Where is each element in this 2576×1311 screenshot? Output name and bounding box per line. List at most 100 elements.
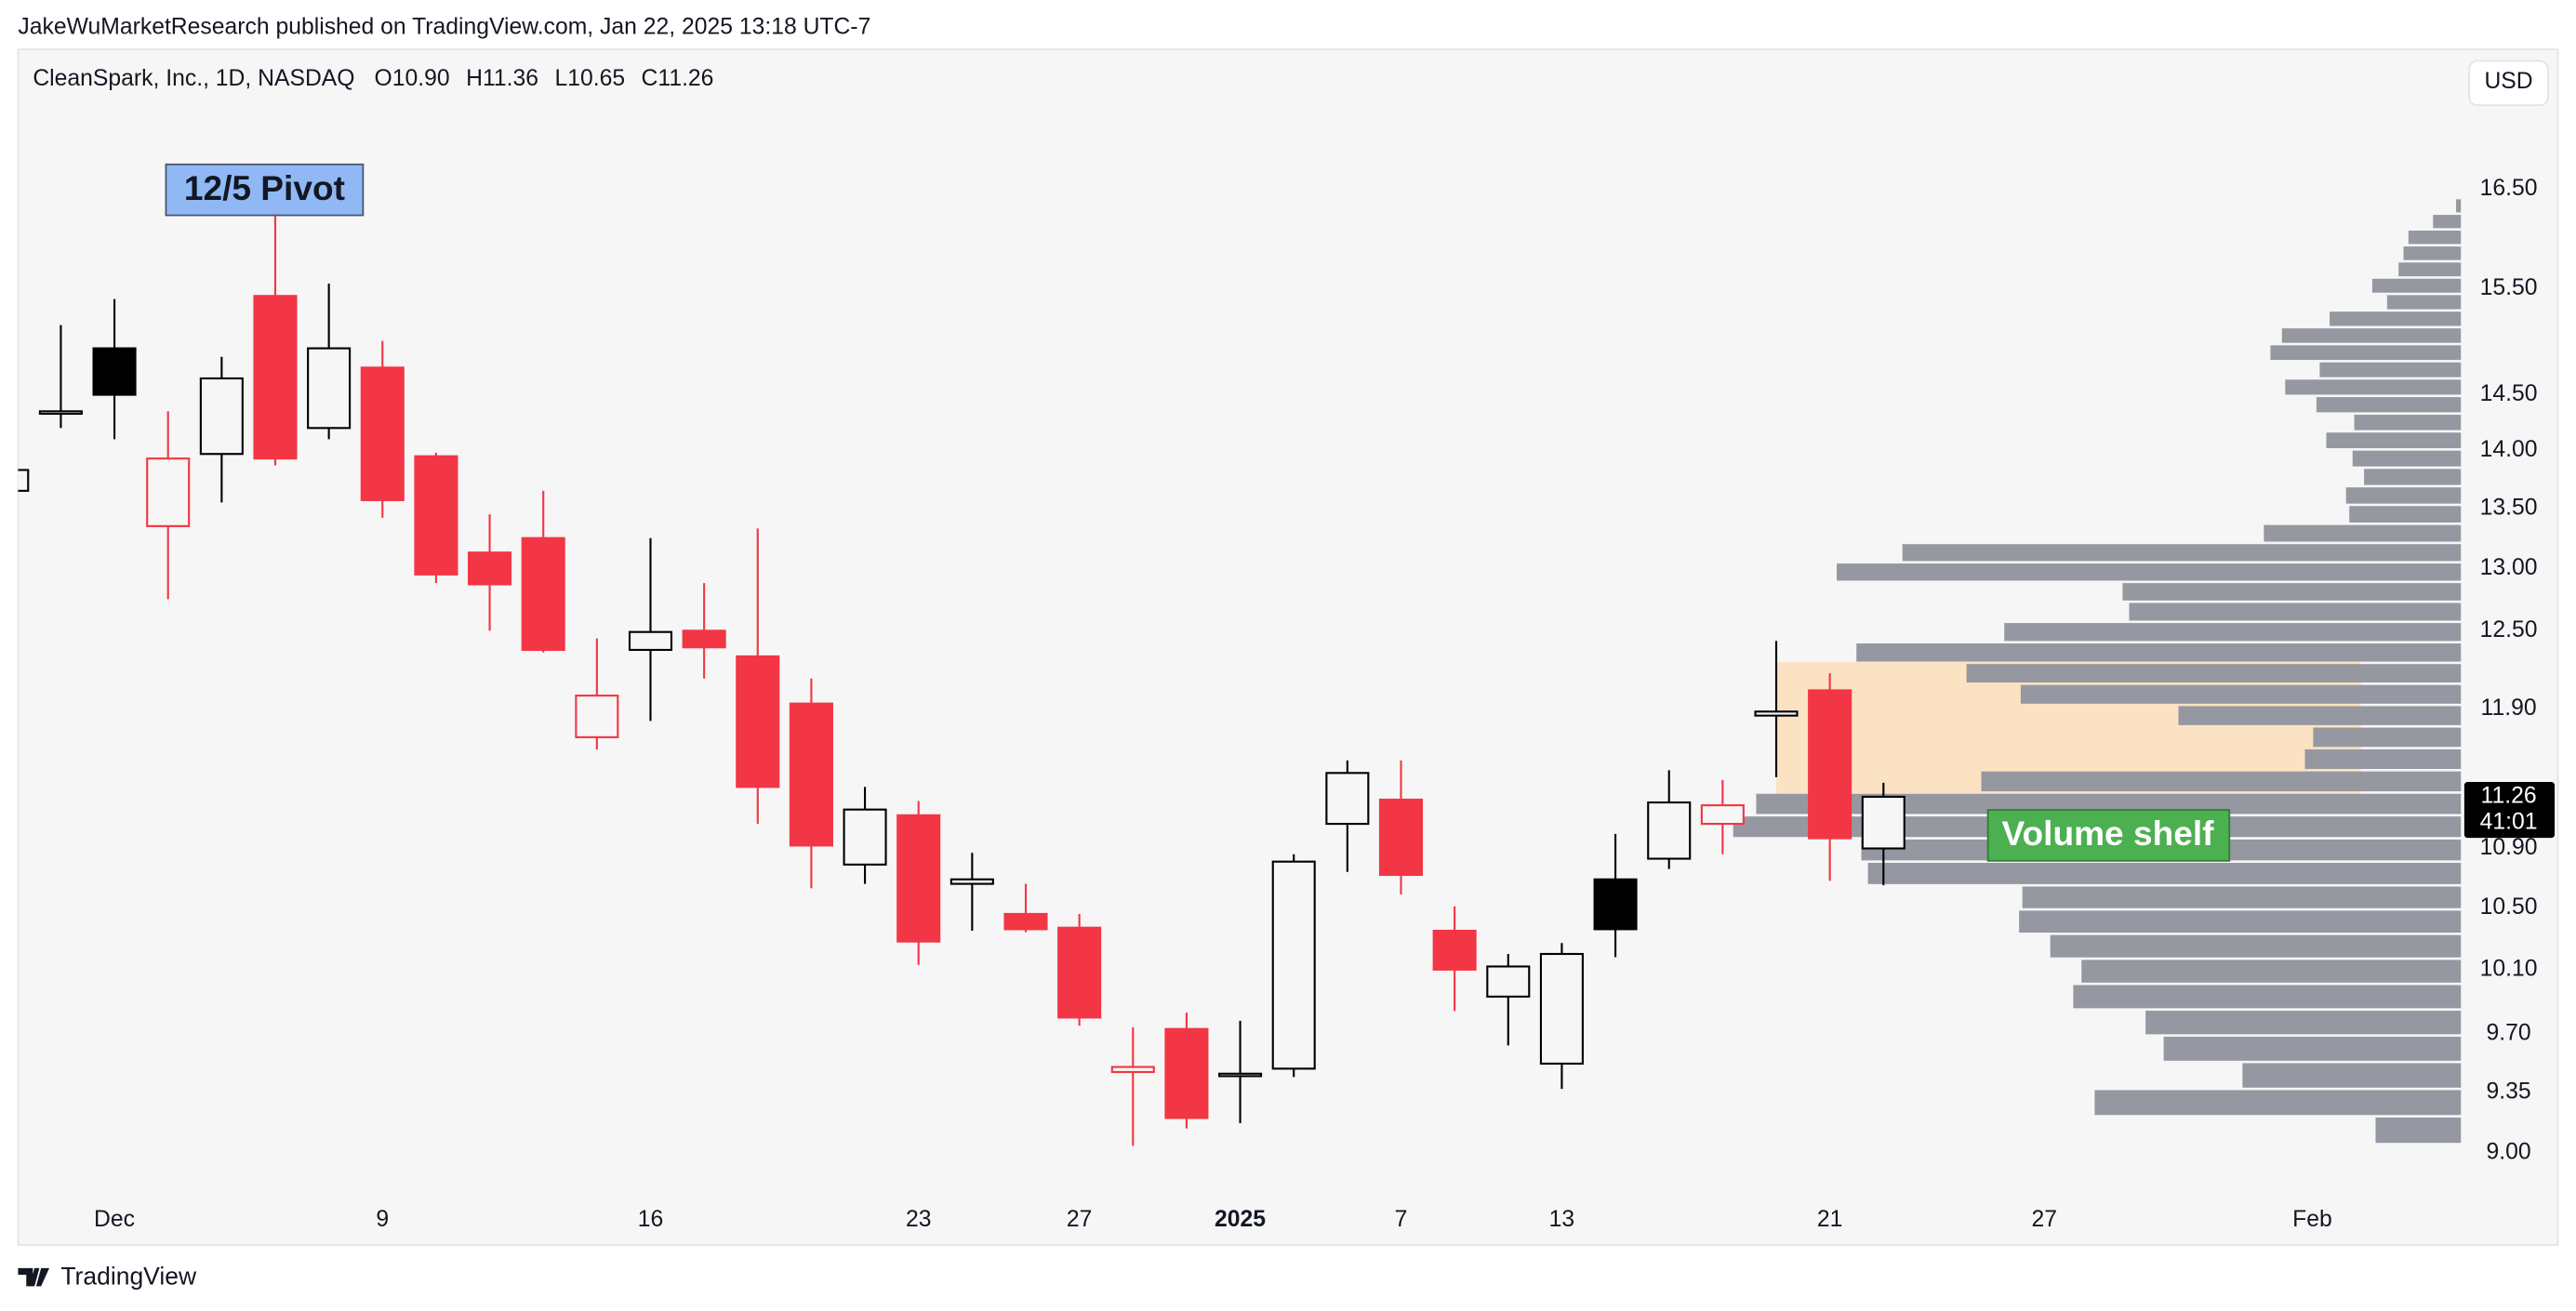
candle-body bbox=[360, 366, 405, 501]
volume-profile-bar bbox=[2073, 985, 2462, 1009]
candle-body bbox=[1539, 952, 1584, 1066]
candle-body bbox=[1003, 912, 1048, 931]
volume-profile-bar bbox=[2386, 295, 2462, 310]
brand-logo bbox=[18, 1267, 49, 1287]
last-price-box bbox=[2463, 782, 2556, 839]
candle-body bbox=[18, 469, 30, 492]
volume-profile-bar bbox=[2145, 1011, 2462, 1035]
volume-profile-bar bbox=[2316, 397, 2462, 413]
volume-profile-bar bbox=[2319, 362, 2462, 377]
volume-profile-bar bbox=[2163, 1037, 2462, 1061]
currency-label[interactable]: USD bbox=[2484, 69, 2532, 94]
ohlc-key: C bbox=[642, 65, 658, 90]
candle-body bbox=[682, 629, 726, 649]
y-tick-label: 9.70 bbox=[2487, 1020, 2531, 1045]
candle-body bbox=[92, 347, 137, 396]
volume-profile-bar bbox=[2354, 415, 2462, 430]
x-tick-label: 27 bbox=[2031, 1207, 2057, 1232]
x-tick-label: Dec bbox=[94, 1207, 135, 1232]
candle-body bbox=[949, 878, 994, 885]
ohlc-key: L bbox=[554, 65, 567, 90]
volume-profile-bar bbox=[2326, 432, 2462, 449]
candle-body bbox=[1057, 926, 1102, 1019]
candle-body bbox=[1378, 798, 1424, 877]
x-tick-label: 2025 bbox=[1215, 1207, 1266, 1232]
candle-body bbox=[307, 347, 352, 430]
volume-profile-bar bbox=[2398, 262, 2462, 277]
volume-profile-bar bbox=[2408, 231, 2462, 245]
x-tick-label: 21 bbox=[1817, 1207, 1842, 1232]
last-price-label: 11.26 bbox=[2481, 783, 2537, 808]
volume-profile-bar bbox=[2019, 910, 2462, 934]
candle-body bbox=[736, 655, 780, 788]
volume-profile-bar bbox=[1856, 643, 2462, 662]
volume-profile-bar bbox=[2456, 199, 2462, 213]
volume-profile-bar bbox=[1902, 544, 2462, 562]
candle-body bbox=[628, 630, 673, 652]
y-tick-label: 14.00 bbox=[2480, 437, 2538, 462]
pivot-note: 12/5 Pivot bbox=[165, 163, 365, 217]
candle-body bbox=[38, 410, 83, 416]
volume-profile-bar bbox=[2122, 583, 2462, 601]
countdown-label: 41:01 bbox=[2480, 810, 2538, 835]
y-tick-label: 10.50 bbox=[2480, 894, 2538, 920]
candle-body bbox=[199, 377, 244, 456]
volume-profile-bar bbox=[2371, 278, 2462, 293]
candle-body bbox=[1808, 689, 1852, 840]
currency-button-bg[interactable] bbox=[2468, 60, 2549, 107]
volume-profile-bar bbox=[2129, 603, 2462, 621]
y-tick-label: 10.10 bbox=[2480, 956, 2538, 981]
volume-profile-bar bbox=[2022, 886, 2462, 908]
currency-button[interactable]: USD bbox=[2468, 60, 2549, 107]
ohlc-key: H bbox=[466, 65, 483, 90]
note-text: 12/5 Pivot bbox=[184, 168, 345, 207]
y-tick-label: 16.50 bbox=[2480, 176, 2538, 201]
volume-profile-bar bbox=[2364, 469, 2462, 485]
ohlc-value: 11.26 bbox=[657, 65, 713, 90]
candle-body bbox=[1486, 965, 1531, 998]
ohlc-value: 10.65 bbox=[567, 65, 625, 90]
candle-body bbox=[1218, 1072, 1263, 1078]
volume-profile-bar bbox=[2349, 506, 2462, 523]
publish-info: JakeWuMarketResearch published on Tradin… bbox=[18, 15, 870, 40]
volume-profile-bar bbox=[2004, 623, 2462, 642]
volume-profile-bar bbox=[2304, 748, 2462, 770]
x-tick-label: Feb bbox=[2292, 1207, 2332, 1232]
volume-profile-bar bbox=[1867, 863, 2462, 884]
volume-profile-bar bbox=[2330, 311, 2462, 326]
y-tick-label: 12.50 bbox=[2480, 617, 2538, 642]
ohlc-key: O bbox=[375, 65, 392, 90]
volume-profile-bar bbox=[1756, 793, 2462, 814]
volume-profile-bar bbox=[2050, 934, 2462, 958]
candle-body bbox=[414, 455, 458, 576]
volume-profile-bar bbox=[2020, 684, 2462, 704]
candle-body bbox=[1861, 795, 1905, 850]
candle-body bbox=[468, 551, 512, 586]
note-box bbox=[1986, 809, 2231, 862]
candle-body bbox=[521, 536, 565, 652]
y-tick-label: 10.90 bbox=[2480, 835, 2538, 860]
candle-body bbox=[575, 695, 619, 738]
volume-profile-bar bbox=[2285, 379, 2462, 395]
candle-body bbox=[146, 457, 191, 527]
y-tick-label: 9.35 bbox=[2487, 1079, 2531, 1104]
candle-body bbox=[1271, 860, 1316, 1070]
volume-profile-bar bbox=[1966, 664, 2462, 683]
volume-profile-bar bbox=[2270, 345, 2462, 361]
y-tick-label: 15.50 bbox=[2480, 275, 2538, 300]
candle-body bbox=[1647, 801, 1692, 860]
volume-profile-bar bbox=[2345, 487, 2462, 504]
volume-profile-bar bbox=[1837, 563, 2462, 581]
candle-body bbox=[1700, 804, 1745, 826]
y-tick-label: 13.00 bbox=[2480, 555, 2538, 580]
brand-name: TradingView bbox=[60, 1263, 197, 1291]
volume-profile-bar bbox=[2375, 1117, 2462, 1144]
y-tick-label: 9.00 bbox=[2487, 1140, 2531, 1165]
x-tick-label: 9 bbox=[376, 1207, 389, 1232]
x-tick-label: 27 bbox=[1067, 1207, 1093, 1232]
volume-profile-bar bbox=[2242, 1063, 2462, 1088]
y-tick-label: 14.50 bbox=[2480, 381, 2538, 406]
volume-profile-bar bbox=[1981, 771, 2462, 792]
